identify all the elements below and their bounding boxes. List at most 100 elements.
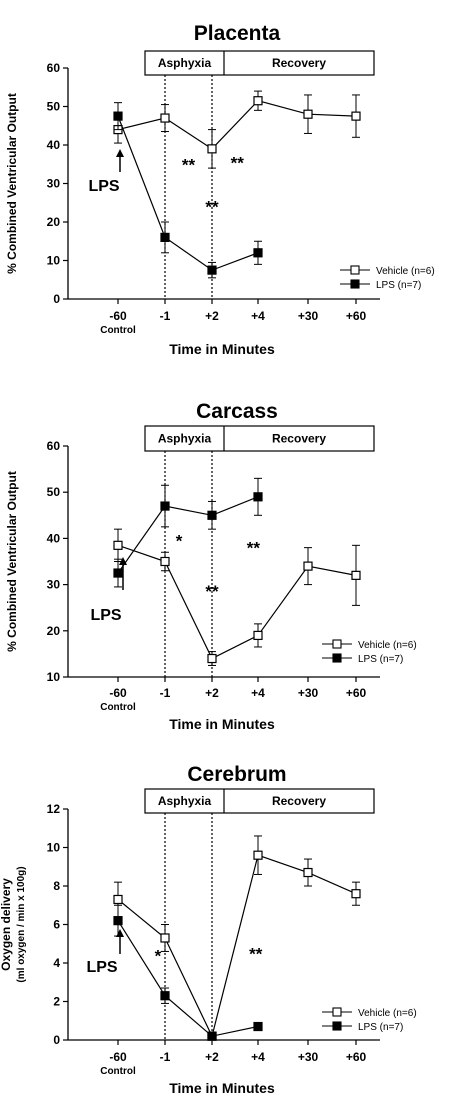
y-axis-label: % Combined Ventricular Output: [5, 93, 19, 274]
data-point: [160, 113, 170, 123]
lps-arrow-head: [119, 557, 127, 565]
significance-marker: *: [155, 946, 162, 965]
y-tick-label: 40: [47, 531, 61, 545]
significance-marker: **: [231, 153, 245, 172]
y-tick-label: 30: [47, 578, 61, 592]
x-tick-label: -1: [160, 686, 171, 700]
x-tick-label: -60: [109, 686, 127, 700]
phase-band: [144, 788, 375, 814]
data-point: [160, 556, 170, 567]
y-tick-label: 4: [53, 956, 60, 970]
x-tick-label: -60: [109, 1050, 127, 1064]
data-point: [207, 144, 217, 154]
data-point: [351, 570, 361, 580]
y-tick-label: 10: [47, 254, 61, 268]
data-point: [160, 232, 170, 242]
y-tick-label: 8: [53, 879, 60, 893]
legend-entry: Vehicle (n=6): [358, 1008, 417, 1019]
y-tick-label: 12: [47, 802, 61, 816]
x-tick-label: +2: [205, 1050, 219, 1064]
lps-annotation: LPS: [86, 959, 117, 976]
legend-entry: Vehicle (n=6): [358, 640, 417, 651]
x-axis-label: Time in Minutes: [169, 1080, 275, 1096]
y-tick-label: 0: [53, 292, 60, 306]
x-axis-label: Time in Minutes: [169, 716, 275, 732]
series-lps: [113, 904, 263, 1041]
x-tick-label: +4: [251, 686, 265, 700]
legend-entry: LPS (n=7): [376, 280, 421, 291]
significance-marker: **: [205, 198, 219, 217]
series-line: [117, 115, 259, 271]
legend: Vehicle (n=6) LPS (n=7): [340, 265, 435, 291]
lps-annotation: LPS: [90, 607, 121, 624]
y-tick-label: 20: [47, 215, 61, 229]
data-point: [113, 568, 123, 578]
data-point: [253, 1021, 263, 1032]
significance-marker: **: [249, 944, 263, 963]
x-tick-label: +30: [298, 1050, 319, 1064]
significance-marker: **: [205, 582, 219, 601]
legend-marker: [332, 653, 342, 663]
legend-entry: LPS (n=7): [358, 654, 403, 665]
series-vehicle: [113, 835, 361, 1041]
x-tick-label: +60: [346, 1050, 367, 1064]
legend-marker: [332, 1021, 342, 1031]
x-tick-label: +4: [251, 309, 265, 323]
phase-label-recovery: Recovery: [272, 56, 326, 70]
data-point: [303, 561, 313, 571]
data-point: [160, 933, 170, 943]
series-line: [117, 544, 357, 660]
y-tick-label: 10: [47, 670, 61, 684]
series-lps: [113, 477, 263, 588]
legend-marker: [350, 265, 360, 275]
y-axis-label-units: (ml oxygen / min x 100g): [16, 866, 27, 982]
legend-marker: [332, 1007, 342, 1017]
x-tick-label: +2: [205, 686, 219, 700]
data-point: [113, 894, 123, 905]
panel-carcass: Carcass Asphyxia Recovery 10 20 30 40 50 60 -60 -1…: [5, 400, 417, 732]
y-tick-label: 6: [53, 918, 60, 932]
y-tick-label: 0: [53, 1033, 60, 1047]
legend: Vehicle (n=6) LPS (n=7): [322, 639, 417, 665]
data-point: [303, 109, 313, 119]
x-tick-sublabel: Control: [100, 1066, 136, 1077]
x-tick-label: +2: [205, 309, 219, 323]
data-point: [160, 501, 170, 511]
series-vehicle: [113, 528, 361, 666]
chart-title: Carcass: [196, 400, 278, 423]
legend-marker: [350, 279, 360, 289]
x-tick-label: +30: [298, 309, 319, 323]
significance-marker: *: [176, 531, 183, 550]
phase-label-recovery: Recovery: [272, 432, 326, 446]
data-point: [253, 630, 263, 641]
y-tick-label: 40: [47, 138, 61, 152]
y-tick-label: 60: [47, 61, 61, 75]
phase-band: [144, 50, 375, 76]
x-tick-label: -1: [160, 309, 171, 323]
phase-label-recovery: Recovery: [272, 794, 326, 808]
data-point: [351, 111, 361, 121]
y-tick-label: 20: [47, 624, 61, 638]
x-tick-sublabel: Control: [100, 325, 136, 336]
y-tick-label: 30: [47, 177, 61, 191]
series-line: [117, 496, 259, 574]
legend-entry: LPS (n=7): [358, 1022, 403, 1033]
x-tick-label: +60: [346, 309, 367, 323]
y-axis-label: Oxygen delivery: [0, 878, 13, 971]
series-line: [117, 100, 357, 150]
x-tick-label: +30: [298, 686, 319, 700]
y-tick-label: 50: [47, 100, 61, 114]
legend: Vehicle (n=6) LPS (n=7): [322, 1007, 417, 1033]
phase-label-asphyxia: Asphyxia: [158, 56, 212, 70]
y-axis-label: % Combined Ventricular Output: [5, 471, 19, 652]
phase-label-asphyxia: Asphyxia: [158, 794, 212, 808]
data-point: [113, 916, 123, 926]
data-point: [113, 540, 123, 550]
phase-band: [144, 425, 375, 452]
y-tick-label: 50: [47, 485, 61, 499]
chart-title: Placenta: [194, 22, 281, 45]
chart-title: Cerebrum: [187, 763, 286, 786]
data-point: [113, 111, 123, 121]
significance-marker: **: [182, 155, 196, 174]
